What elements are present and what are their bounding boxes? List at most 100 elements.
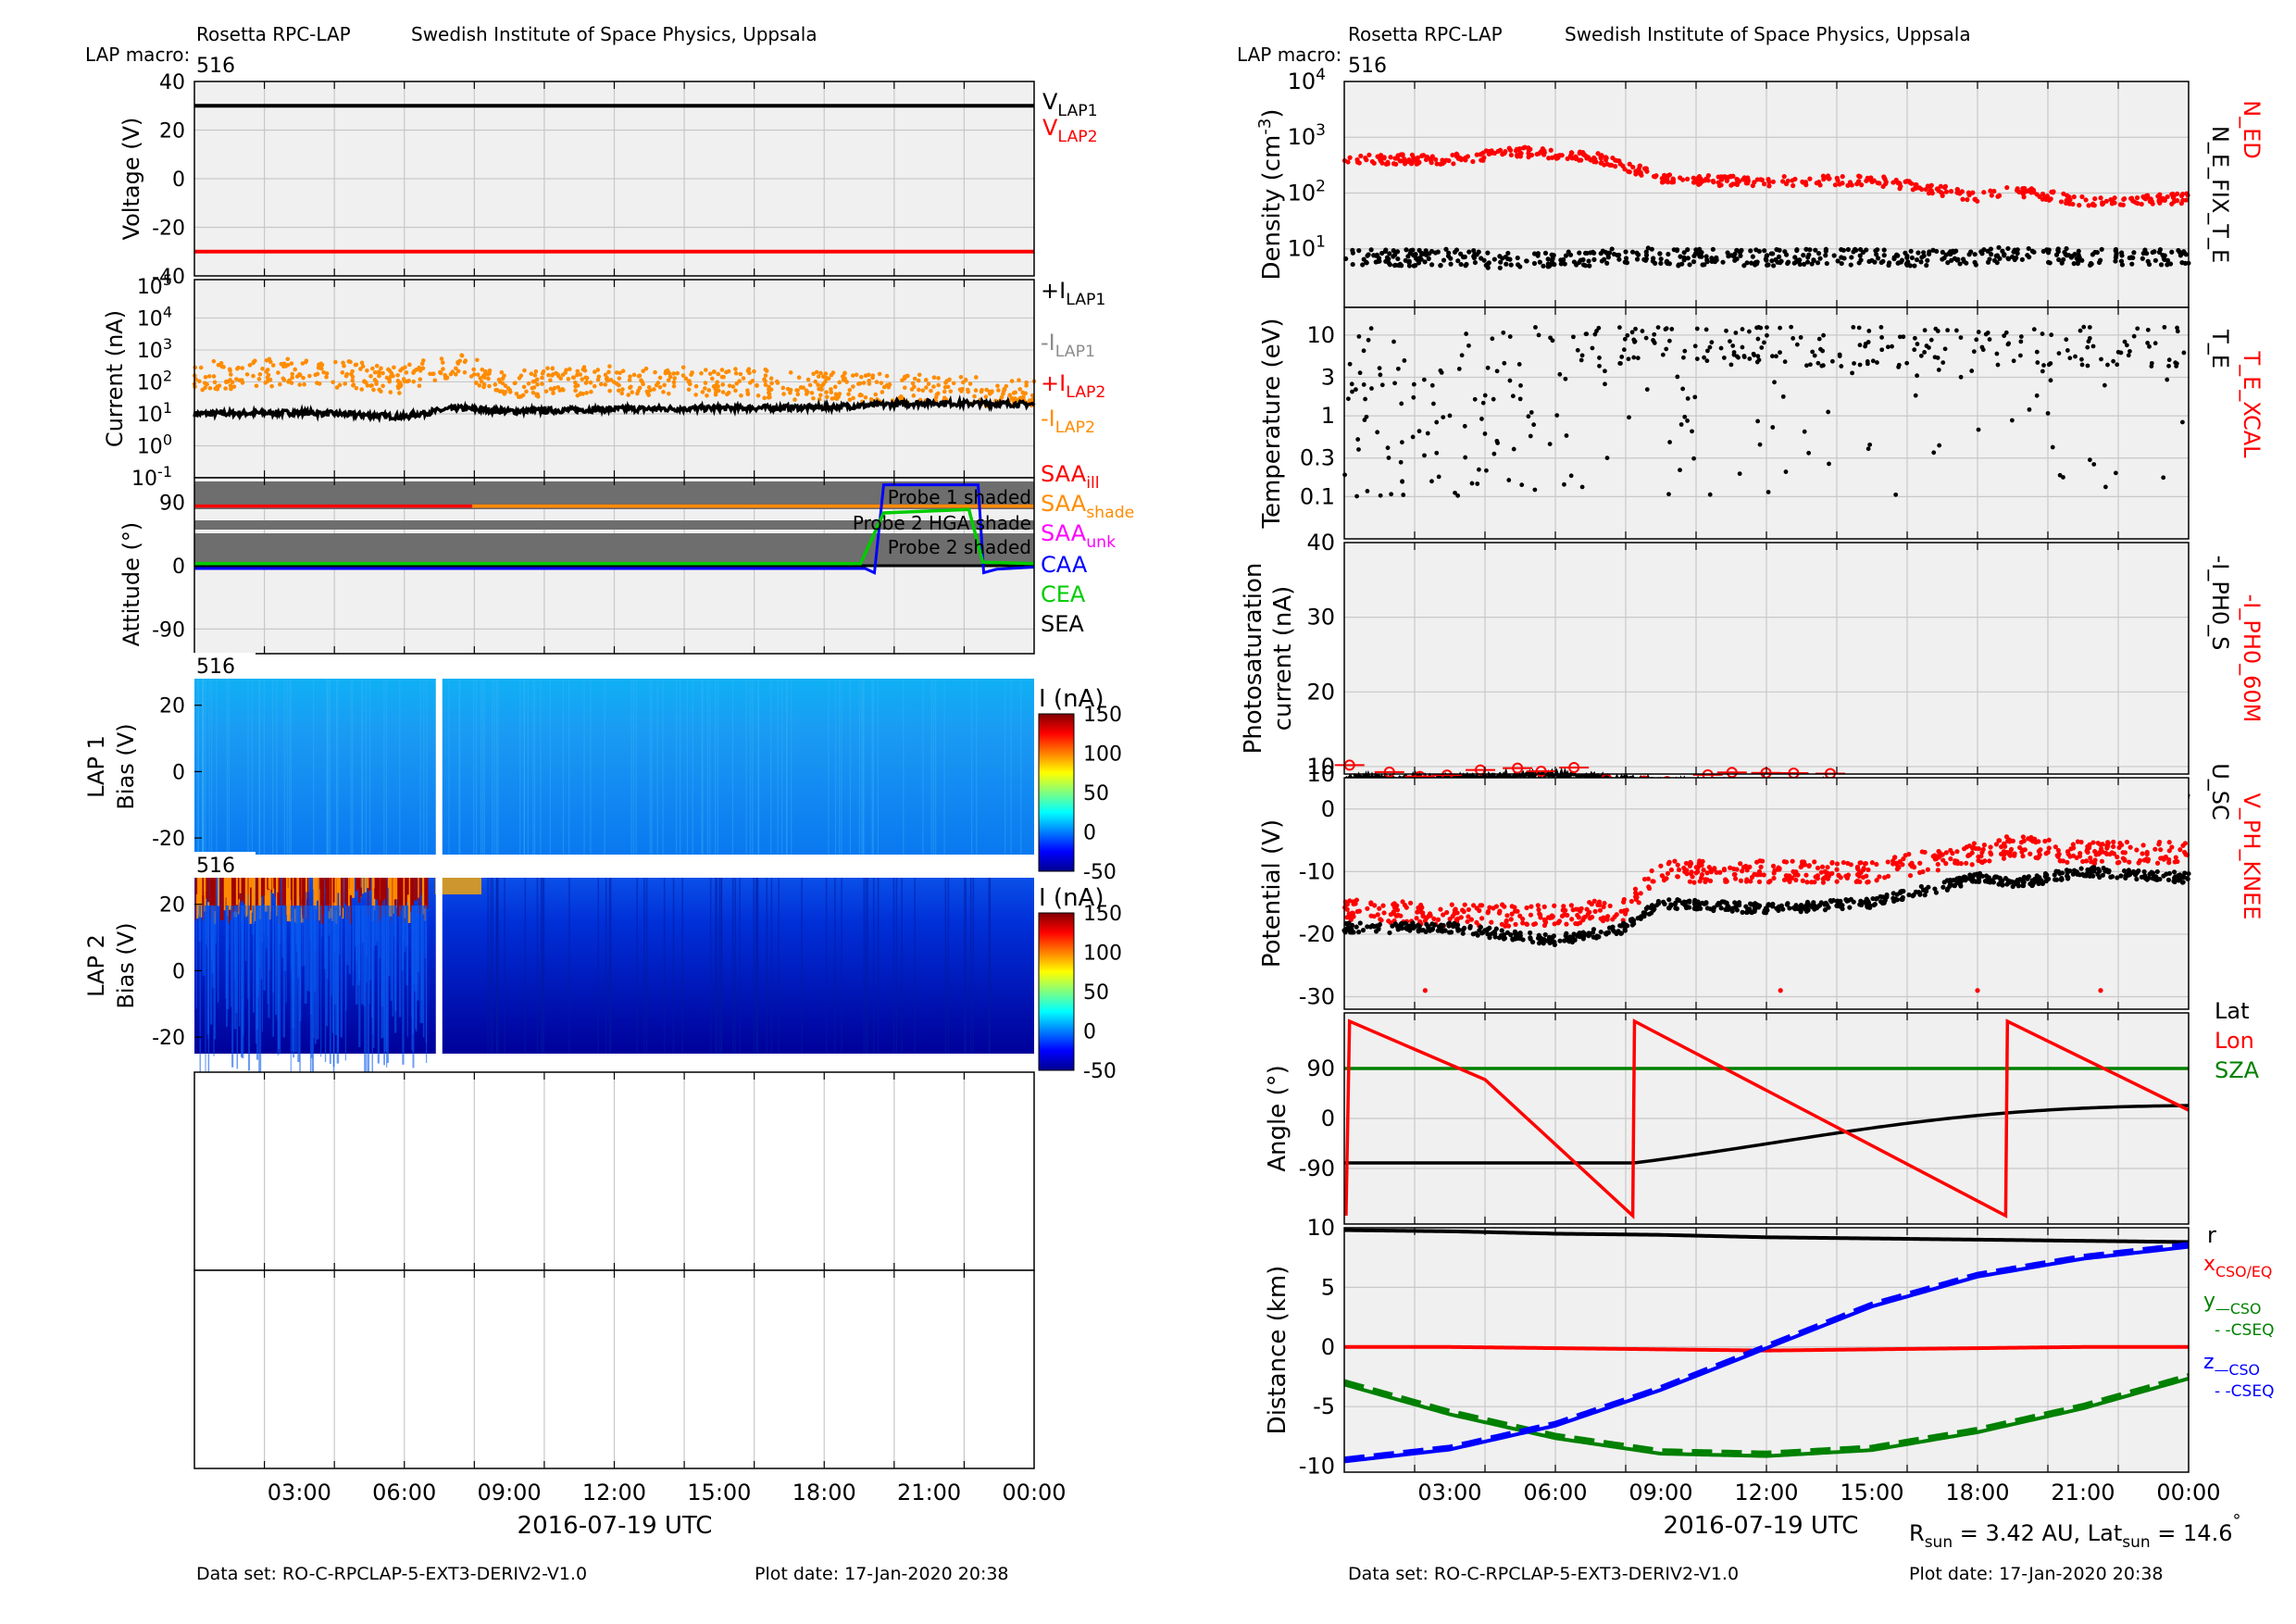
mark-n-e-fix — [2157, 247, 2163, 253]
temperature-panel — [1342, 306, 2190, 540]
mark-i-lap2 — [517, 376, 522, 381]
spectrogram-streak — [734, 878, 736, 1054]
mark-n-e-fix — [1864, 247, 1869, 253]
mark-n-e-fix — [1508, 262, 1514, 268]
mark-u-sc — [1686, 905, 1692, 910]
mark-n-e-fix — [1853, 247, 1859, 253]
mark-i-lap2 — [1023, 391, 1028, 396]
mark-u-sc — [1865, 904, 1870, 909]
mark-v-ph-knee — [1418, 902, 1424, 908]
mark-n-ed — [1364, 157, 1369, 163]
mark-v-ph-knee — [1903, 853, 1908, 858]
legend-current-3: -ILAP2 — [1041, 406, 1095, 437]
mark-t-e — [2002, 333, 2007, 339]
y-tick-label: 3 — [1321, 364, 1335, 390]
mark-u-sc — [1747, 901, 1753, 906]
legend-sub: —CSO — [2215, 1361, 2260, 1379]
mark-u-sc — [1686, 899, 1691, 905]
mark-t-e — [1462, 423, 1467, 429]
mark-i-lap2 — [801, 385, 806, 390]
mark-v-ph-knee — [1524, 905, 1529, 911]
mark-n-e-fix — [2089, 261, 2094, 267]
mark-n-ed — [1434, 161, 1440, 167]
legend-main: SAA — [1041, 491, 1087, 517]
mark-n-ed — [2021, 194, 2027, 200]
mark-n-e-fix — [1386, 260, 1391, 266]
mark-i-lap2 — [263, 381, 268, 385]
legend-sub: LAP1 — [1057, 102, 1097, 120]
mark-n-ed — [1972, 196, 1978, 202]
mark-i-lap2 — [920, 388, 926, 394]
mark-v-ph-knee — [1818, 869, 1824, 875]
spectrogram-streak — [1004, 679, 1006, 855]
spectrogram-streak — [841, 878, 842, 1054]
mark-n-ed — [1366, 152, 1372, 157]
mark-t-e — [1531, 422, 1537, 428]
mark-n-e-fix — [1699, 249, 1704, 256]
mark-v-ph-knee — [1672, 858, 1678, 864]
mark-i-lap2 — [626, 393, 631, 397]
mark-i-lap2 — [417, 365, 422, 370]
y-tick-label: 102 — [1288, 177, 1326, 206]
mark-v-ph-knee — [1700, 858, 1705, 864]
spectrogram-streak — [718, 878, 720, 1054]
spectrogram-streak — [316, 878, 318, 901]
mark-n-e-fix — [1549, 252, 1554, 257]
spectrogram-streak — [235, 906, 238, 1014]
macro-value: 516 — [196, 656, 235, 679]
mark-i-lap2 — [973, 388, 979, 393]
mark-v-ph-knee — [2019, 849, 2025, 855]
mark-n-e-fix — [1703, 254, 1709, 259]
mark-u-sc — [1918, 883, 1924, 890]
mark-t-e — [1945, 328, 1951, 333]
mark-n-e-fix — [2131, 250, 2137, 256]
spectrogram-streak — [867, 878, 868, 1054]
mark-v-ph-knee — [1989, 852, 1994, 857]
mark-i-lap2 — [324, 374, 329, 380]
y-tick-label: -30 — [1299, 983, 1335, 1009]
spectrogram-streak — [766, 878, 768, 1054]
mark-t-e — [1422, 453, 1427, 458]
mark-t-e — [2056, 351, 2062, 356]
mark-u-sc — [1681, 899, 1687, 905]
mark-v-ph-knee — [1610, 917, 1616, 922]
spectrogram-streak — [264, 878, 268, 912]
mark-t-e — [1584, 331, 1590, 337]
mark-v-ph-knee — [1943, 861, 1949, 867]
mark-n-ed — [1627, 161, 1632, 167]
mark-v-ph-knee — [1666, 861, 1671, 867]
shade-band-probe2 — [194, 533, 1034, 565]
spectrogram-streak — [731, 679, 734, 855]
spectrogram-streak — [406, 878, 409, 895]
mark-v-ph-knee — [1504, 913, 1510, 918]
mark-n-ed — [1988, 188, 1993, 194]
mark-i-lap2 — [294, 374, 300, 379]
mark-n-e-fix — [1416, 260, 1422, 266]
mark-v-ph-knee — [1882, 875, 1888, 881]
x-tick-label: 18:00 — [792, 1480, 856, 1505]
spectrogram-streak — [277, 878, 281, 924]
mark-i-lap2 — [370, 366, 375, 371]
legend-main: x — [2203, 1253, 2215, 1276]
spectrogram-streak — [268, 878, 269, 911]
mark-i-lap2 — [564, 368, 568, 373]
mark-i-lap2 — [234, 366, 240, 371]
y-tick-label: 102 — [137, 367, 172, 394]
spectrogram-streak — [340, 906, 343, 1038]
spectrogram-streak — [418, 878, 421, 914]
mark-n-ed — [1481, 155, 1487, 160]
mark-u-sc — [2129, 869, 2135, 875]
spectrogram-streak — [422, 878, 425, 915]
mark-i-lap2 — [686, 379, 692, 384]
mark-i-lap2 — [942, 384, 948, 390]
mark-t-e — [2165, 377, 2170, 382]
mark-t-e — [1912, 347, 1917, 353]
mark-i-lap2 — [403, 365, 407, 369]
mark-v-ph-knee — [1664, 876, 1669, 881]
mark-i-lap2 — [307, 373, 312, 379]
mark-u-sc — [1923, 886, 1929, 893]
mark-u-sc — [2074, 869, 2079, 875]
mark-v-ph-knee — [1380, 903, 1386, 908]
mark-v-ph-knee — [1919, 849, 1925, 855]
mark-i-lap2 — [795, 392, 801, 397]
